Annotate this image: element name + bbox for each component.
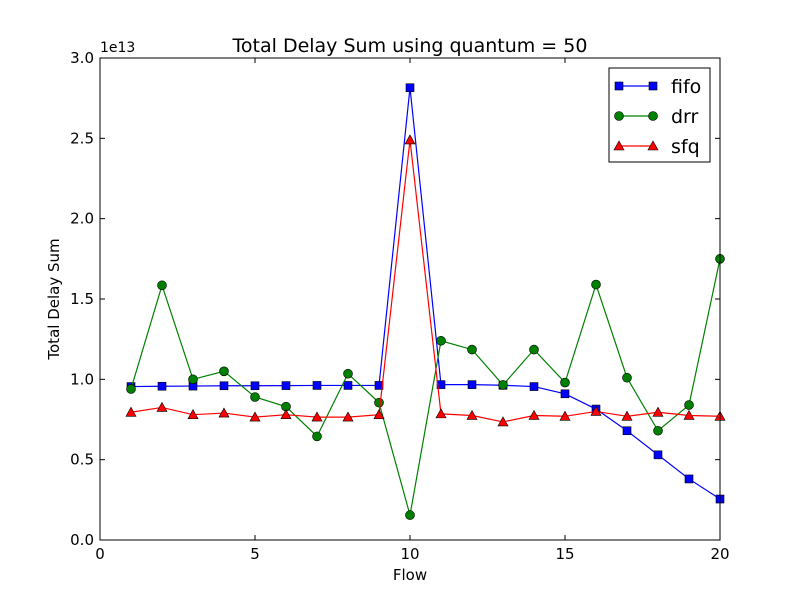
data-point-fifo xyxy=(467,380,477,389)
data-point-drr xyxy=(219,366,229,377)
series-sfq xyxy=(125,134,726,427)
series-line-sfq xyxy=(130,139,721,423)
legend-marker xyxy=(648,81,658,91)
series-drr xyxy=(126,254,725,520)
legend-marker xyxy=(614,81,624,91)
data-point-drr xyxy=(684,400,694,410)
data-point-fifo xyxy=(281,381,291,390)
chart-title: Total Delay Sum using quantum = 50 xyxy=(232,35,588,57)
data-point-drr xyxy=(126,384,136,394)
legend-label: drr xyxy=(671,106,699,128)
data-point-drr xyxy=(312,431,322,442)
series-line-drr xyxy=(130,258,721,516)
data-point-sfq xyxy=(218,407,230,418)
data-point-drr xyxy=(343,368,353,379)
data-point-sfq xyxy=(187,409,199,419)
legend-label: sfq xyxy=(671,136,700,158)
y-multiplier-label: 1e13 xyxy=(100,40,135,56)
data-point-fifo xyxy=(529,382,539,391)
y-tick-label: 2.5 xyxy=(70,129,94,147)
series-line-fifo xyxy=(130,87,721,500)
data-point-fifo xyxy=(684,474,694,484)
data-point-sfq xyxy=(404,134,416,145)
data-point-fifo xyxy=(312,381,322,390)
data-point-drr xyxy=(157,280,167,291)
y-tick-label: 2.0 xyxy=(70,210,94,228)
data-point-drr xyxy=(529,344,539,355)
data-point-sfq xyxy=(590,405,602,416)
y-axis-label: Total Delay Sum xyxy=(45,238,63,360)
data-point-sfq xyxy=(125,406,137,417)
data-point-fifo xyxy=(405,83,415,93)
data-point-sfq xyxy=(621,410,633,421)
y-tick-label: 3.0 xyxy=(70,49,94,67)
data-point-sfq xyxy=(373,409,385,419)
axis-ticks: 0 5 10 15 20 0.0 0.5 1.0 1.5 2.0 2.5 3.0 xyxy=(70,49,729,563)
data-point-sfq xyxy=(559,410,571,421)
data-point-fifo xyxy=(374,381,384,390)
x-axis-label: Flow xyxy=(393,566,427,584)
data-point-fifo xyxy=(343,381,353,390)
data-point-fifo xyxy=(250,381,260,391)
y-tick-label: 0.5 xyxy=(70,451,94,469)
x-tick-label: 5 xyxy=(250,545,260,563)
data-point-drr xyxy=(498,380,508,390)
data-point-sfq xyxy=(435,408,447,419)
x-tick-label: 20 xyxy=(710,545,729,563)
legend-marker xyxy=(614,111,624,121)
data-point-sfq xyxy=(280,409,292,419)
x-tick-label: 10 xyxy=(400,545,419,563)
data-point-drr xyxy=(250,392,260,402)
plot-area xyxy=(125,83,726,520)
legend-box xyxy=(608,67,711,163)
data-point-sfq xyxy=(249,411,261,422)
data-point-drr xyxy=(405,510,415,520)
x-tick-label: 0 xyxy=(95,545,105,563)
data-point-fifo xyxy=(653,450,663,460)
data-point-drr xyxy=(188,374,198,385)
data-point-fifo xyxy=(622,426,632,436)
data-point-drr xyxy=(591,279,601,290)
data-point-fifo xyxy=(157,381,167,391)
legend-marker xyxy=(613,140,625,151)
data-point-drr xyxy=(436,335,446,346)
data-point-sfq xyxy=(466,409,478,420)
data-point-drr xyxy=(374,397,384,408)
data-point-sfq xyxy=(528,409,540,420)
y-tick-label: 1.0 xyxy=(70,370,94,388)
data-point-sfq xyxy=(652,406,664,417)
data-point-fifo xyxy=(219,381,229,391)
data-point-drr xyxy=(560,377,570,388)
data-point-drr xyxy=(653,425,663,436)
data-point-drr xyxy=(467,344,477,355)
data-point-sfq xyxy=(311,411,323,422)
x-tick-label: 15 xyxy=(555,545,574,563)
data-point-fifo xyxy=(560,389,570,399)
legend-item-fifo: fifo xyxy=(614,76,701,98)
data-point-sfq xyxy=(156,401,168,412)
y-tick-label: 0.0 xyxy=(70,531,94,549)
legend-item-sfq: sfq xyxy=(613,136,700,158)
data-point-drr xyxy=(622,372,632,383)
data-point-sfq xyxy=(342,411,354,422)
legend-marker xyxy=(648,111,658,121)
data-point-fifo xyxy=(436,380,446,389)
y-tick-label: 1.5 xyxy=(70,290,94,308)
legend-marker xyxy=(647,140,659,151)
data-point-sfq xyxy=(683,409,695,420)
legend-label: fifo xyxy=(671,76,701,98)
legend: fifo drr sfq xyxy=(608,67,711,163)
data-point-sfq xyxy=(497,416,509,427)
legend-item-drr: drr xyxy=(614,106,699,128)
